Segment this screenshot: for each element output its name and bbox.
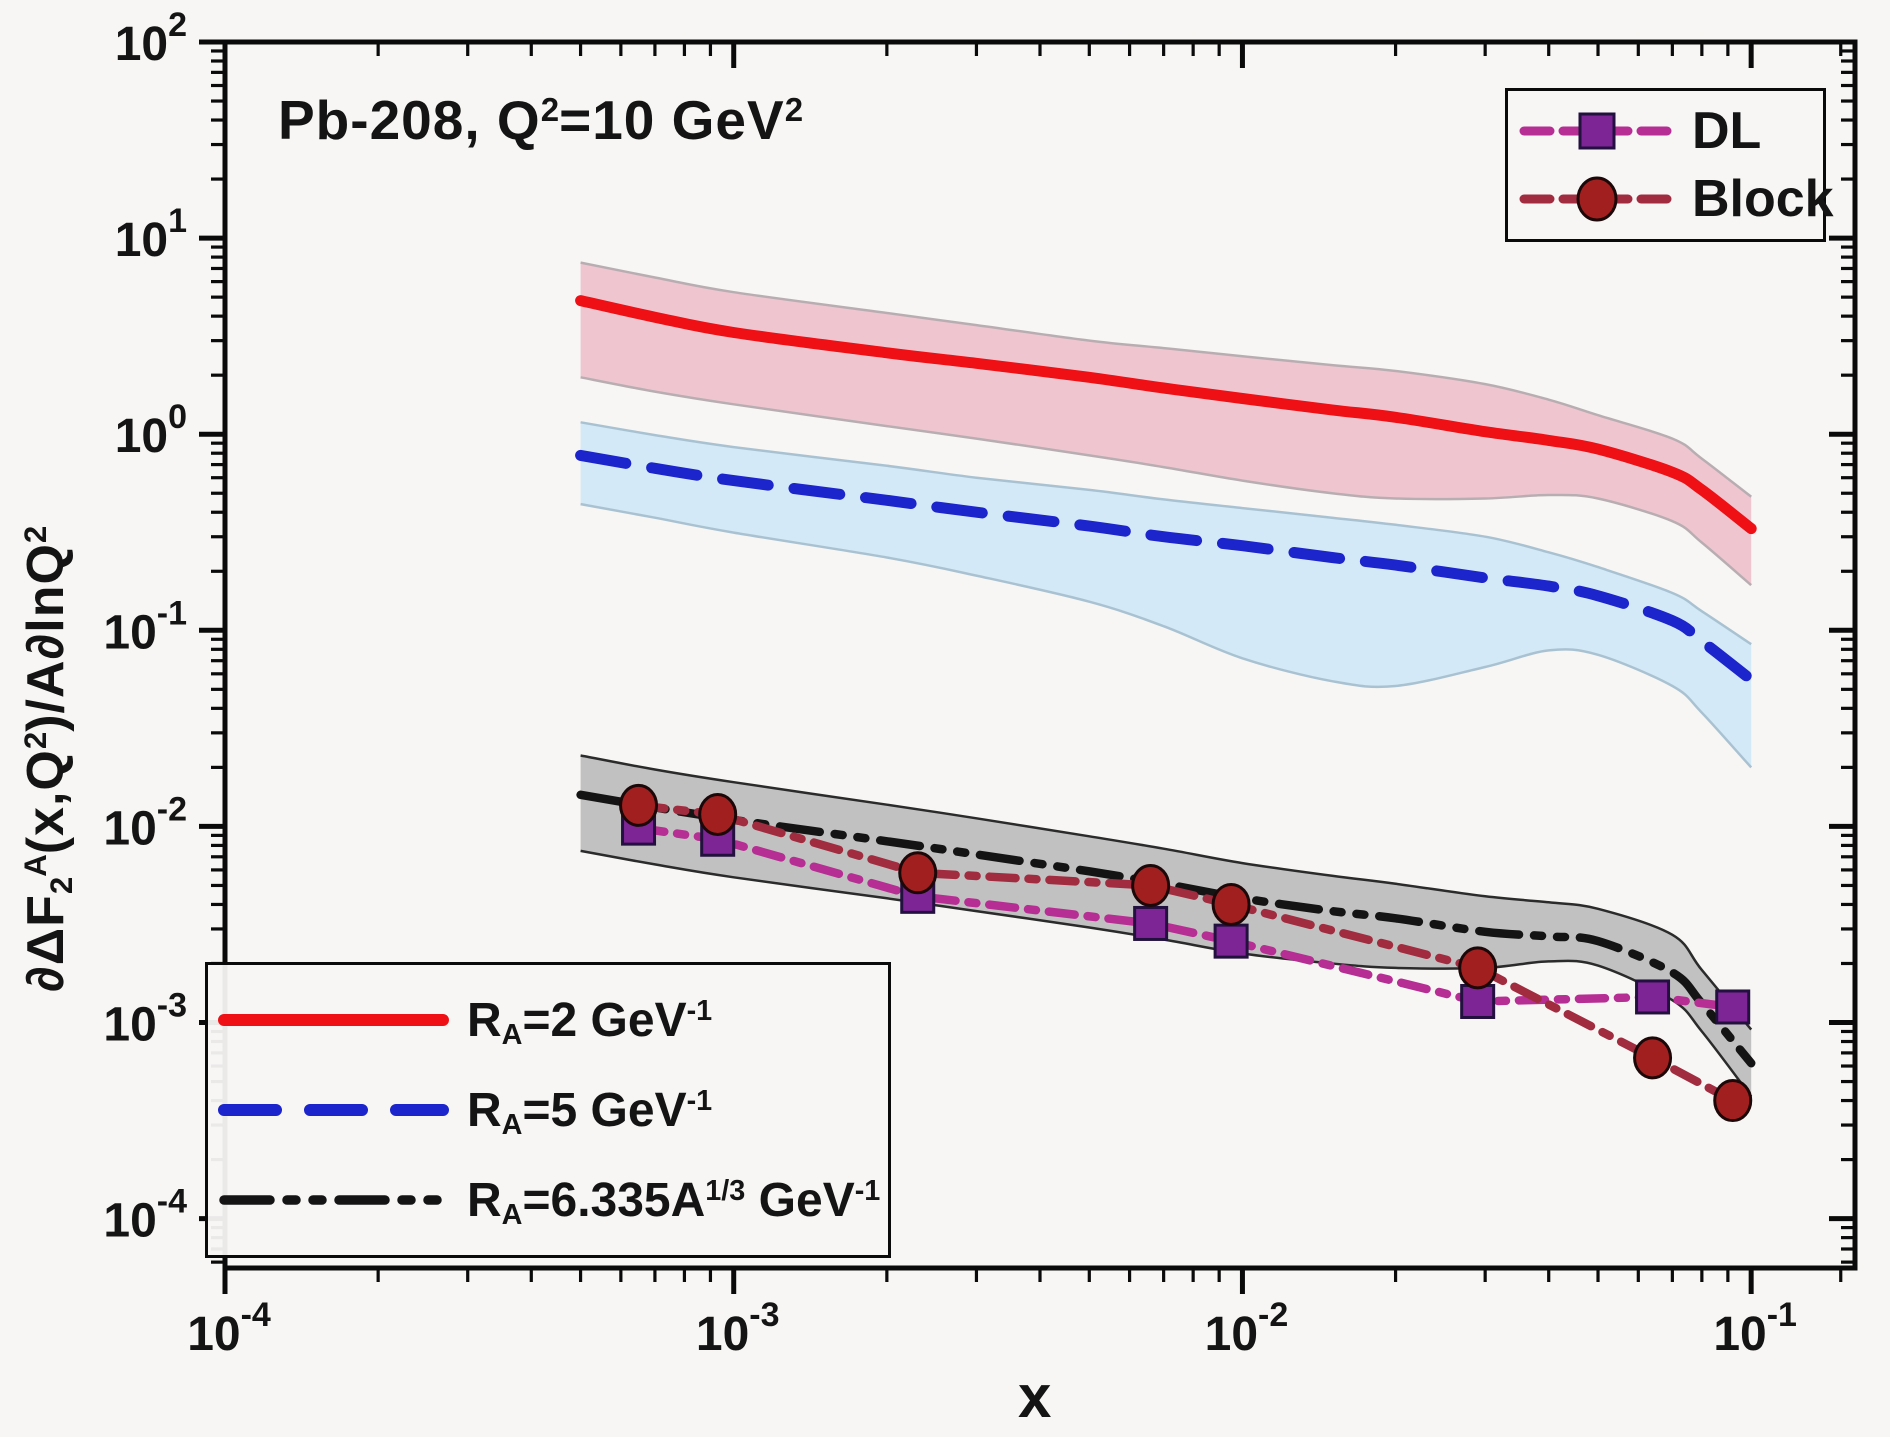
y-tick-label: 10-1 [103, 594, 187, 659]
legend-label: Block [1692, 170, 1834, 228]
y-tick-label: 10-4 [103, 1183, 187, 1248]
line-ra-5-gev-1 [575, 449, 1757, 686]
text-segment: -1 [854, 1174, 881, 1207]
connector-block [634, 801, 1737, 1105]
x-tick-label: 10-1 [1713, 1296, 1797, 1361]
text-segment: A [501, 1199, 523, 1232]
text-segment: GeV [745, 1173, 855, 1227]
text-segment: A [17, 854, 53, 877]
tick-labels: 10-4 10-3 10-2 10-1 102 101 100 10-1 10-2 10-3 10-… [103, 6, 1797, 1361]
text-segment: =5 GeV [522, 1083, 687, 1137]
band-edge-upper [580, 421, 1752, 646]
legend-line-sample [1519, 176, 1675, 222]
series-lines [575, 295, 1757, 1068]
marker-square-dl [1460, 983, 1496, 1019]
band-edge-lower [580, 376, 1753, 587]
x-tick-label: 10-3 [696, 1296, 780, 1361]
text-segment: A [501, 1109, 523, 1142]
legend-data-curves: DL Block [1505, 88, 1834, 242]
text-segment: 2 [17, 525, 53, 544]
marker-square-dl [1715, 989, 1751, 1025]
legend-item-dl: DL [1518, 101, 1813, 161]
marker-circle-block [1713, 1079, 1753, 1123]
text-segment: 2 [17, 731, 53, 750]
x-tick-label: 10-4 [187, 1296, 271, 1361]
text-segment: 2 [784, 90, 804, 128]
legend-label: RA=2 GeV-1 [467, 993, 713, 1052]
text-segment: =10 GeV [559, 89, 785, 151]
plot-title: Pb-208, Q2=10 GeV2 [278, 88, 803, 152]
marker-circle-block [619, 783, 659, 827]
text-segment: =2 GeV [522, 993, 687, 1047]
marker-circle-block [1211, 882, 1251, 926]
y-tick-label: 101 [115, 202, 187, 267]
marker-square-dl [1635, 979, 1671, 1015]
text-segment: )/A∂lnQ [17, 543, 75, 732]
text-segment: ∂ΔF [17, 894, 75, 992]
y-axis-label: ∂ΔF2A(x,Q2)/A∂lnQ2 [16, 525, 80, 992]
text-segment: A [501, 1019, 523, 1052]
legend-models: RA=2 GeV-1 RA=5 GeV-1 RA=6.335A1/3 GeV-1 [205, 962, 891, 1258]
marker-circle-block [1458, 946, 1498, 990]
y-tick-label: 102 [115, 6, 187, 71]
band-edge-lower [580, 849, 1753, 1098]
legend-label: RA=6.335A1/3 GeV-1 [467, 1173, 881, 1232]
marker-circle-block [898, 851, 938, 895]
legend-marker-circle [1576, 176, 1618, 222]
legend-item-dash: RA=5 GeV-1 [216, 1083, 880, 1142]
band-edge-upper [580, 754, 1753, 1031]
legend-item-solid: RA=2 GeV-1 [216, 993, 880, 1052]
connector-dl [634, 823, 1737, 1012]
marker-circle-block [1633, 1036, 1673, 1080]
marker-circle-block [1131, 863, 1171, 907]
text-segment: -1 [686, 994, 713, 1027]
text-segment: -1 [686, 1084, 713, 1117]
text-segment: 2 [44, 876, 80, 895]
text-segment: 2 [540, 90, 560, 128]
legend-marker-square [1578, 112, 1616, 150]
marker-circle-block [698, 793, 738, 837]
text-segment: =6.335A [522, 1173, 706, 1227]
x-tick-label: 10-2 [1205, 1296, 1289, 1361]
y-tick-label: 10-3 [103, 987, 187, 1052]
series-markers [619, 783, 1753, 1123]
text-segment: Pb-208, Q [278, 89, 541, 151]
legend-line-sample [218, 1104, 449, 1116]
line-ra-2-gev-1 [575, 295, 1757, 535]
text-segment: R [467, 1083, 502, 1137]
legend-item-block: Block [1518, 169, 1834, 229]
legend-label: DL [1692, 102, 1762, 160]
legend-line-sample [219, 1195, 448, 1205]
text-segment: R [467, 1173, 502, 1227]
y-tick-label: 10-2 [103, 790, 187, 855]
legend-line-sample [1519, 112, 1675, 150]
x-axis-label: x [1018, 1363, 1052, 1430]
legend-line-sample [218, 1014, 449, 1026]
band-edge-upper [580, 261, 1752, 498]
band-ra-2-gev-1 [580, 262, 1752, 586]
line-ra-6-335a1-3-gev-1 [576, 790, 1756, 1068]
legend-label: RA=5 GeV-1 [467, 1083, 713, 1142]
marker-square-dl [1133, 905, 1169, 941]
marker-square-dl [1213, 923, 1249, 959]
text-segment: (x,Q [17, 749, 75, 855]
band-ra-5-gev-1 [580, 422, 1752, 768]
text-segment: R [467, 993, 502, 1047]
legend-item-dashdotdot: RA=6.335A1/3 GeV-1 [216, 1173, 881, 1232]
band-edge-lower [580, 502, 1753, 769]
axis-ticks [199, 39, 1855, 1294]
text-segment: 1/3 [705, 1174, 746, 1207]
y-tick-label: 100 [115, 398, 187, 463]
